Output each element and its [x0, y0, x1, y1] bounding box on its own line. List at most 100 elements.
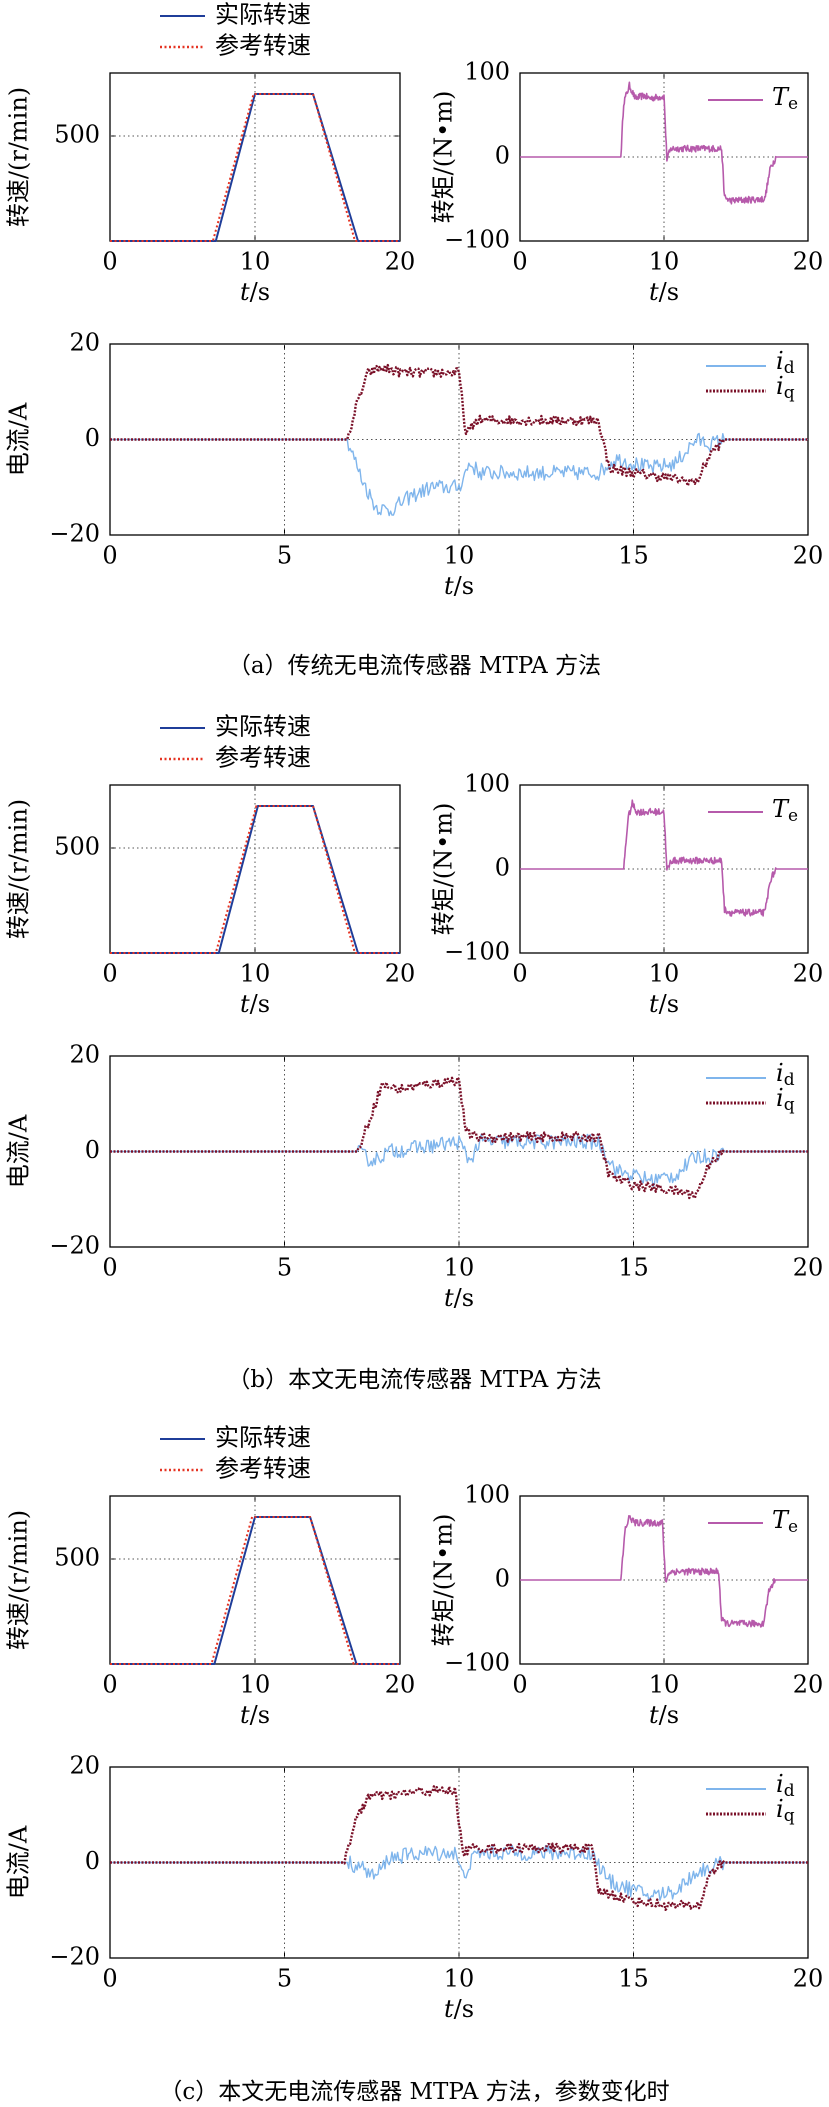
panel-a-torque-ytick-label-2: −100	[444, 226, 510, 254]
panel-a-current-ytick-label-0: 20	[69, 329, 100, 357]
panel-c-current-ytick-label-0: 20	[69, 1752, 100, 1780]
panel-b-caption: （b）本文无电流传感器 MTPA 方法	[227, 1367, 602, 1393]
panel-c-torque-ytick-label-1: 0	[495, 1565, 510, 1593]
panel-a-current-xtick-label-4: 20	[793, 542, 824, 570]
panel-c-speed-legend-actual-label: 实际转速	[215, 1424, 311, 1452]
panel-a-torque-xtick-label-1: 10	[649, 248, 680, 276]
panel-a-torque-legend-te-label: Te	[772, 83, 798, 114]
panel-b-torque-legend-te-label: Te	[772, 795, 798, 826]
panel-b-torque-ylabel: 转矩/(N•m)	[430, 803, 458, 936]
panel-b-current-ytick-label-2: −20	[49, 1232, 100, 1260]
panel-a-current-xlabel: t/s	[444, 572, 474, 600]
panel-a-current-series-iq-line	[110, 363, 808, 487]
panel-a-speed-xtick-label-0: 0	[102, 248, 117, 276]
panel-a-speed-frame	[109, 72, 401, 242]
panel-a-current-xtick-label-3: 15	[618, 542, 649, 570]
panel-a-speed-xlabel: t/s	[240, 278, 270, 306]
panel-a-current-ytick-label-1: 0	[85, 424, 100, 452]
panel-b-current-ytick-label-1: 0	[85, 1136, 100, 1164]
panel-a-torque-ytick-label-1: 0	[495, 142, 510, 170]
panel-c-speed-frame	[109, 1495, 401, 1665]
panel-a-torque-ytick-label-0: 100	[464, 58, 510, 86]
panel-b-speed-xtick-label-2: 20	[385, 960, 416, 988]
panel-b-torque-xtick-label-0: 0	[512, 960, 527, 988]
panel-a-torque-series-te-line	[519, 81, 809, 205]
panel-b-speed-xtick-label-1: 10	[240, 960, 271, 988]
panel-a-caption: （a）传统无电流传感器 MTPA 方法	[227, 653, 602, 679]
panel-c-torque-xtick-label-0: 0	[512, 1671, 527, 1699]
panel-b-speed-xlabel: t/s	[240, 990, 270, 1018]
panel-c-torque-ylabel: 转矩/(N•m)	[430, 1514, 458, 1647]
panel-a-speed-ylabel: 转速/(r/min)	[5, 87, 33, 227]
panel-b-current-legend-id-label: id	[776, 1059, 795, 1090]
panel-c-current-legend-iq-label: iq	[776, 1795, 795, 1826]
panel-c-current-xlabel: t/s	[444, 1995, 474, 2023]
panel-c-speed-xlabel: t/s	[240, 1701, 270, 1729]
panel-c-torque-series-te-line	[519, 1515, 809, 1628]
panel-b-current-xlabel: t/s	[444, 1284, 474, 1312]
panel-c-current-legend-id-label: id	[776, 1770, 795, 1801]
panel-a-current-ylabel: 电流/A	[5, 402, 33, 476]
panel-a-speed-xtick-label-1: 10	[240, 248, 271, 276]
panel-a-speed-xtick-label-2: 20	[385, 248, 416, 276]
panel-c-speed-xtick-label-1: 10	[240, 1671, 271, 1699]
panel-c-current-xtick-label-0: 0	[102, 1965, 117, 1993]
panel-a-current-xtick-label-0: 0	[102, 542, 117, 570]
panel-c-torque-xtick-label-2: 20	[793, 1671, 824, 1699]
panel-b-current-ytick-label-0: 20	[69, 1041, 100, 1069]
panel-b-torque-xtick-label-2: 20	[793, 960, 824, 988]
panel-b-speed-legend-actual-label: 实际转速	[215, 713, 311, 741]
panel-b-current-xtick-label-2: 10	[444, 1254, 475, 1282]
panel-b-torque-series-te-line	[519, 799, 809, 917]
panel-a-speed-ytick-label-0: 500	[54, 121, 100, 149]
panel-c-speed-xtick-label-0: 0	[102, 1671, 117, 1699]
panel-c-torque-xtick-label-1: 10	[649, 1671, 680, 1699]
panel-c-speed-xtick-label-2: 20	[385, 1671, 416, 1699]
panel-a-speed-series-reference-line	[110, 93, 400, 242]
panel-a-speed-legend-reference-label: 参考转速	[215, 32, 311, 60]
panel-b-current-legend-iq-label: iq	[776, 1084, 795, 1115]
panel-c-speed-series-reference-line	[110, 1516, 400, 1665]
panel-c-current-xtick-label-2: 10	[444, 1965, 475, 1993]
panel-a-current-legend-id-label: id	[776, 347, 795, 378]
panel-c-speed-ylabel: 转速/(r/min)	[5, 1510, 33, 1650]
panel-a-current-legend-iq-label: iq	[776, 372, 795, 403]
panel-c-torque-ytick-label-0: 100	[464, 1481, 510, 1509]
panel-c-current-xtick-label-4: 20	[793, 1965, 824, 1993]
panel-b-current-xtick-label-3: 15	[618, 1254, 649, 1282]
panel-a-torque-xlabel: t/s	[649, 278, 679, 306]
panel-c-caption: （c）本文无电流传感器 MTPA 方法，参数变化时	[159, 2079, 670, 2105]
panel-a-torque-xtick-label-0: 0	[512, 248, 527, 276]
panel-b-torque-xlabel: t/s	[649, 990, 679, 1018]
panel-c-current-ytick-label-2: −20	[49, 1943, 100, 1971]
panel-c-current-xtick-label-1: 5	[277, 1965, 292, 1993]
panel-b-torque-ytick-label-0: 100	[464, 770, 510, 798]
panel-b-speed-ylabel: 转速/(r/min)	[5, 799, 33, 939]
panel-a-current-xtick-label-2: 10	[444, 542, 475, 570]
panel-b-current-xtick-label-4: 20	[793, 1254, 824, 1282]
panel-b-current-xtick-label-0: 0	[102, 1254, 117, 1282]
panel-c-speed-ytick-label-0: 500	[54, 1544, 100, 1572]
panel-a-current-xtick-label-1: 5	[277, 542, 292, 570]
panel-c-current-xtick-label-3: 15	[618, 1965, 649, 1993]
panel-a-torque-ylabel: 转矩/(N•m)	[430, 91, 458, 224]
panel-c-torque-xlabel: t/s	[649, 1701, 679, 1729]
panel-a-torque-xtick-label-2: 20	[793, 248, 824, 276]
panel-b-torque-xtick-label-1: 10	[649, 960, 680, 988]
panel-c-current-ylabel: 电流/A	[5, 1825, 33, 1899]
panel-b-speed-ytick-label-0: 500	[54, 833, 100, 861]
panel-b-speed-legend-reference-label: 参考转速	[215, 744, 311, 772]
panel-b-speed-xtick-label-0: 0	[102, 960, 117, 988]
panel-c-speed-legend-reference-label: 参考转速	[215, 1455, 311, 1483]
panel-c-current-ytick-label-1: 0	[85, 1847, 100, 1875]
panel-b-torque-ytick-label-2: −100	[444, 938, 510, 966]
panel-b-current-series-iq-line	[110, 1076, 808, 1200]
panel-a-speed-legend-actual-label: 实际转速	[215, 1, 311, 29]
panel-a-current-ytick-label-2: −20	[49, 520, 100, 548]
panel-b-current-xtick-label-1: 5	[277, 1254, 292, 1282]
panel-c-torque-legend-te-label: Te	[772, 1506, 798, 1537]
panel-b-torque-ytick-label-1: 0	[495, 854, 510, 882]
panel-c-current-series-iq-line	[110, 1785, 808, 1911]
panel-b-current-ylabel: 电流/A	[5, 1114, 33, 1188]
